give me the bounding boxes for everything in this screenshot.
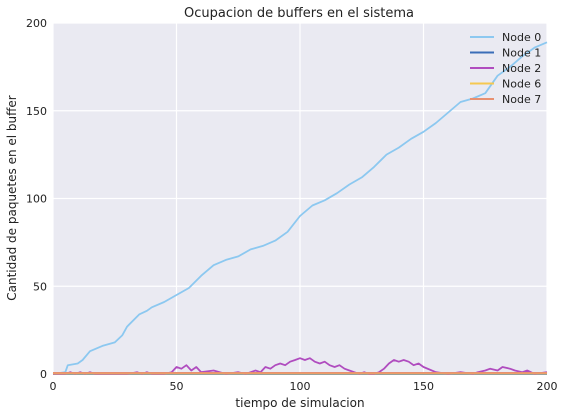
y-tick-label: 200 [26, 17, 47, 30]
legend-entry-label: Node 6 [502, 78, 541, 91]
y-tick-label: 150 [26, 105, 47, 118]
x-axis-label: tiempo de simulacion [235, 396, 364, 410]
y-tick-labels: 0 50 100 150 200 [26, 17, 47, 381]
y-tick-label: 0 [40, 368, 47, 381]
y-axis-label: Cantidad de paquetes en el buffer [5, 95, 19, 301]
x-tick-label: 200 [537, 380, 558, 393]
x-tick-label: 0 [50, 380, 57, 393]
legend-entry-label: Node 0 [502, 31, 541, 44]
series-line-node-0 [52, 41, 548, 375]
legend-entry-label: Node 2 [502, 62, 541, 75]
x-tick-label: 50 [170, 380, 184, 393]
legend-entry-label: Node 1 [502, 47, 541, 60]
x-tick-labels: 0 50 100 150 200 [50, 380, 558, 393]
x-tick-label: 150 [413, 380, 434, 393]
series-group [52, 41, 548, 375]
chart-title: Ocupacion de buffers en el sistema [184, 6, 414, 21]
x-tick-label: 100 [290, 380, 311, 393]
legend: Node 0 Node 1 Node 2 Node 6 Node 7 [470, 31, 541, 106]
y-tick-label: 100 [26, 193, 47, 206]
legend-entry-label: Node 7 [502, 93, 541, 106]
y-tick-label: 50 [33, 280, 47, 293]
